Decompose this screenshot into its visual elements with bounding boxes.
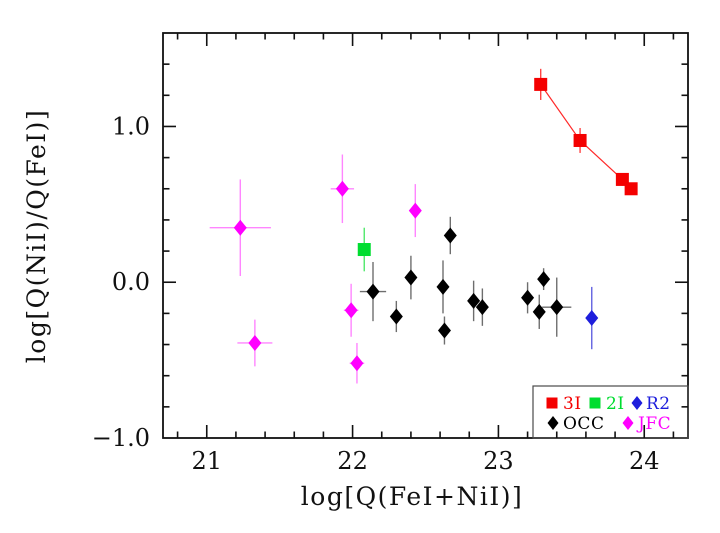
x-tick-label: 22	[337, 447, 368, 475]
data-point-OCC	[521, 289, 535, 306]
legend-marker-R2	[631, 396, 643, 410]
data-series-area	[209, 68, 638, 384]
y-tick-label: 0.0	[112, 268, 150, 296]
legend-label-JFC: JFC	[636, 414, 671, 434]
data-point-OCC	[436, 278, 450, 295]
data-point-2I	[357, 243, 371, 257]
legend-label-R2: R2	[646, 394, 671, 414]
x-tick-label: 24	[629, 447, 660, 475]
series-JFC	[209, 154, 422, 384]
data-point-OCC	[366, 283, 380, 300]
legend-label-3I: 3I	[563, 394, 582, 414]
data-point-JFC	[335, 180, 349, 197]
data-point-JFC	[248, 334, 262, 351]
y-axis-label: log[Q(NiI)/Q(FeI)]	[22, 109, 51, 363]
x-tick-label: 21	[191, 447, 222, 475]
data-point-OCC	[467, 292, 481, 309]
data-point-OCC	[443, 227, 457, 244]
series-OCC	[359, 216, 572, 345]
data-point-3I	[534, 77, 548, 91]
data-point-3I	[573, 133, 587, 147]
data-point-JFC	[233, 219, 247, 236]
x-tick-label: 23	[483, 447, 514, 475]
plot-frame	[162, 32, 689, 439]
y-tick-label: −1.0	[92, 424, 150, 452]
data-point-JFC	[408, 202, 422, 219]
legend-label-2I: 2I	[606, 394, 625, 414]
legend-marker-OCC	[547, 416, 559, 430]
y-tick-label: 1.0	[112, 112, 150, 140]
data-point-JFC	[350, 355, 364, 372]
legend-items: 3I 2I R2 OCC JFC	[546, 394, 671, 434]
legend-marker-3I	[546, 397, 558, 409]
data-point-JFC	[344, 302, 358, 319]
data-point-R2	[585, 310, 599, 327]
data-point-OCC	[389, 308, 403, 325]
series-3I	[534, 68, 638, 196]
data-point-OCC	[475, 299, 489, 316]
series-2I	[357, 227, 371, 272]
data-point-OCC	[532, 303, 546, 320]
axis-ticks	[163, 33, 688, 438]
legend-label-OCC: OCC	[563, 414, 604, 434]
data-point-OCC	[437, 322, 451, 339]
legend-marker-JFC	[622, 416, 634, 430]
series-R2	[585, 286, 599, 350]
data-point-OCC	[404, 269, 418, 286]
data-point-3I	[624, 182, 638, 196]
legend-box	[532, 385, 689, 439]
data-point-OCC	[537, 271, 551, 288]
x-axis-label: log[Q(FeI+NiI)]	[301, 482, 523, 511]
data-point-OCC	[550, 299, 564, 316]
axis-tick-labels: 21 22 23 24 −1.0 0.0 1.0	[92, 112, 660, 475]
legend-marker-2I	[589, 397, 601, 409]
